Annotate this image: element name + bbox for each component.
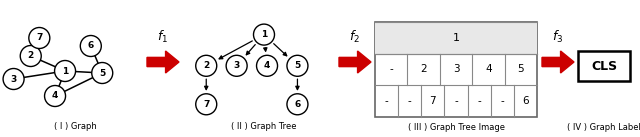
Circle shape [287, 94, 308, 115]
Text: 4: 4 [485, 65, 492, 75]
Text: 1: 1 [62, 66, 68, 75]
Circle shape [45, 85, 65, 106]
Text: -: - [477, 96, 481, 106]
Text: $f_3$: $f_3$ [552, 29, 564, 45]
Text: -: - [389, 65, 393, 75]
Text: 1: 1 [452, 33, 460, 43]
Bar [578, 51, 630, 81]
FancyArrow shape [542, 51, 574, 73]
Text: ( III ) Graph Tree Image: ( III ) Graph Tree Image [408, 123, 504, 132]
Text: ( I ) Graph: ( I ) Graph [54, 122, 97, 131]
Text: $f_1$: $f_1$ [157, 29, 168, 45]
Text: 6: 6 [294, 100, 301, 109]
Circle shape [287, 55, 308, 76]
Text: -: - [500, 96, 504, 106]
Circle shape [253, 24, 275, 45]
Text: 2: 2 [28, 52, 34, 61]
Text: 7: 7 [429, 96, 436, 106]
Circle shape [257, 55, 278, 76]
Text: -: - [454, 96, 458, 106]
Text: 1: 1 [261, 30, 267, 39]
Text: 6: 6 [522, 96, 529, 106]
Circle shape [29, 28, 50, 48]
Circle shape [92, 62, 113, 83]
FancyArrow shape [147, 51, 179, 73]
Text: $f_2$: $f_2$ [349, 29, 360, 45]
Circle shape [20, 45, 41, 66]
Text: ( IV ) Graph Label: ( IV ) Graph Label [567, 123, 640, 132]
Text: -: - [408, 96, 412, 106]
Circle shape [226, 55, 247, 76]
Bar [375, 22, 537, 54]
Text: 6: 6 [88, 42, 94, 51]
Text: 5: 5 [99, 68, 106, 78]
Text: 7: 7 [203, 100, 209, 109]
Circle shape [80, 35, 101, 56]
Text: 5: 5 [294, 61, 301, 70]
Text: 4: 4 [264, 61, 270, 70]
Text: -: - [385, 96, 388, 106]
Text: ( II ) Graph Tree: ( II ) Graph Tree [231, 122, 297, 131]
Text: 5: 5 [518, 65, 524, 75]
Circle shape [196, 55, 217, 76]
Bar [375, 22, 537, 117]
Text: 3: 3 [10, 75, 17, 83]
Text: 2: 2 [420, 65, 427, 75]
Text: 2: 2 [203, 61, 209, 70]
Circle shape [196, 94, 217, 115]
Circle shape [54, 61, 76, 82]
Text: 4: 4 [52, 92, 58, 101]
Text: CLS: CLS [591, 59, 617, 72]
Circle shape [3, 68, 24, 89]
Text: 3: 3 [234, 61, 240, 70]
FancyArrow shape [339, 51, 371, 73]
Text: 7: 7 [36, 34, 42, 42]
Text: 3: 3 [452, 65, 460, 75]
